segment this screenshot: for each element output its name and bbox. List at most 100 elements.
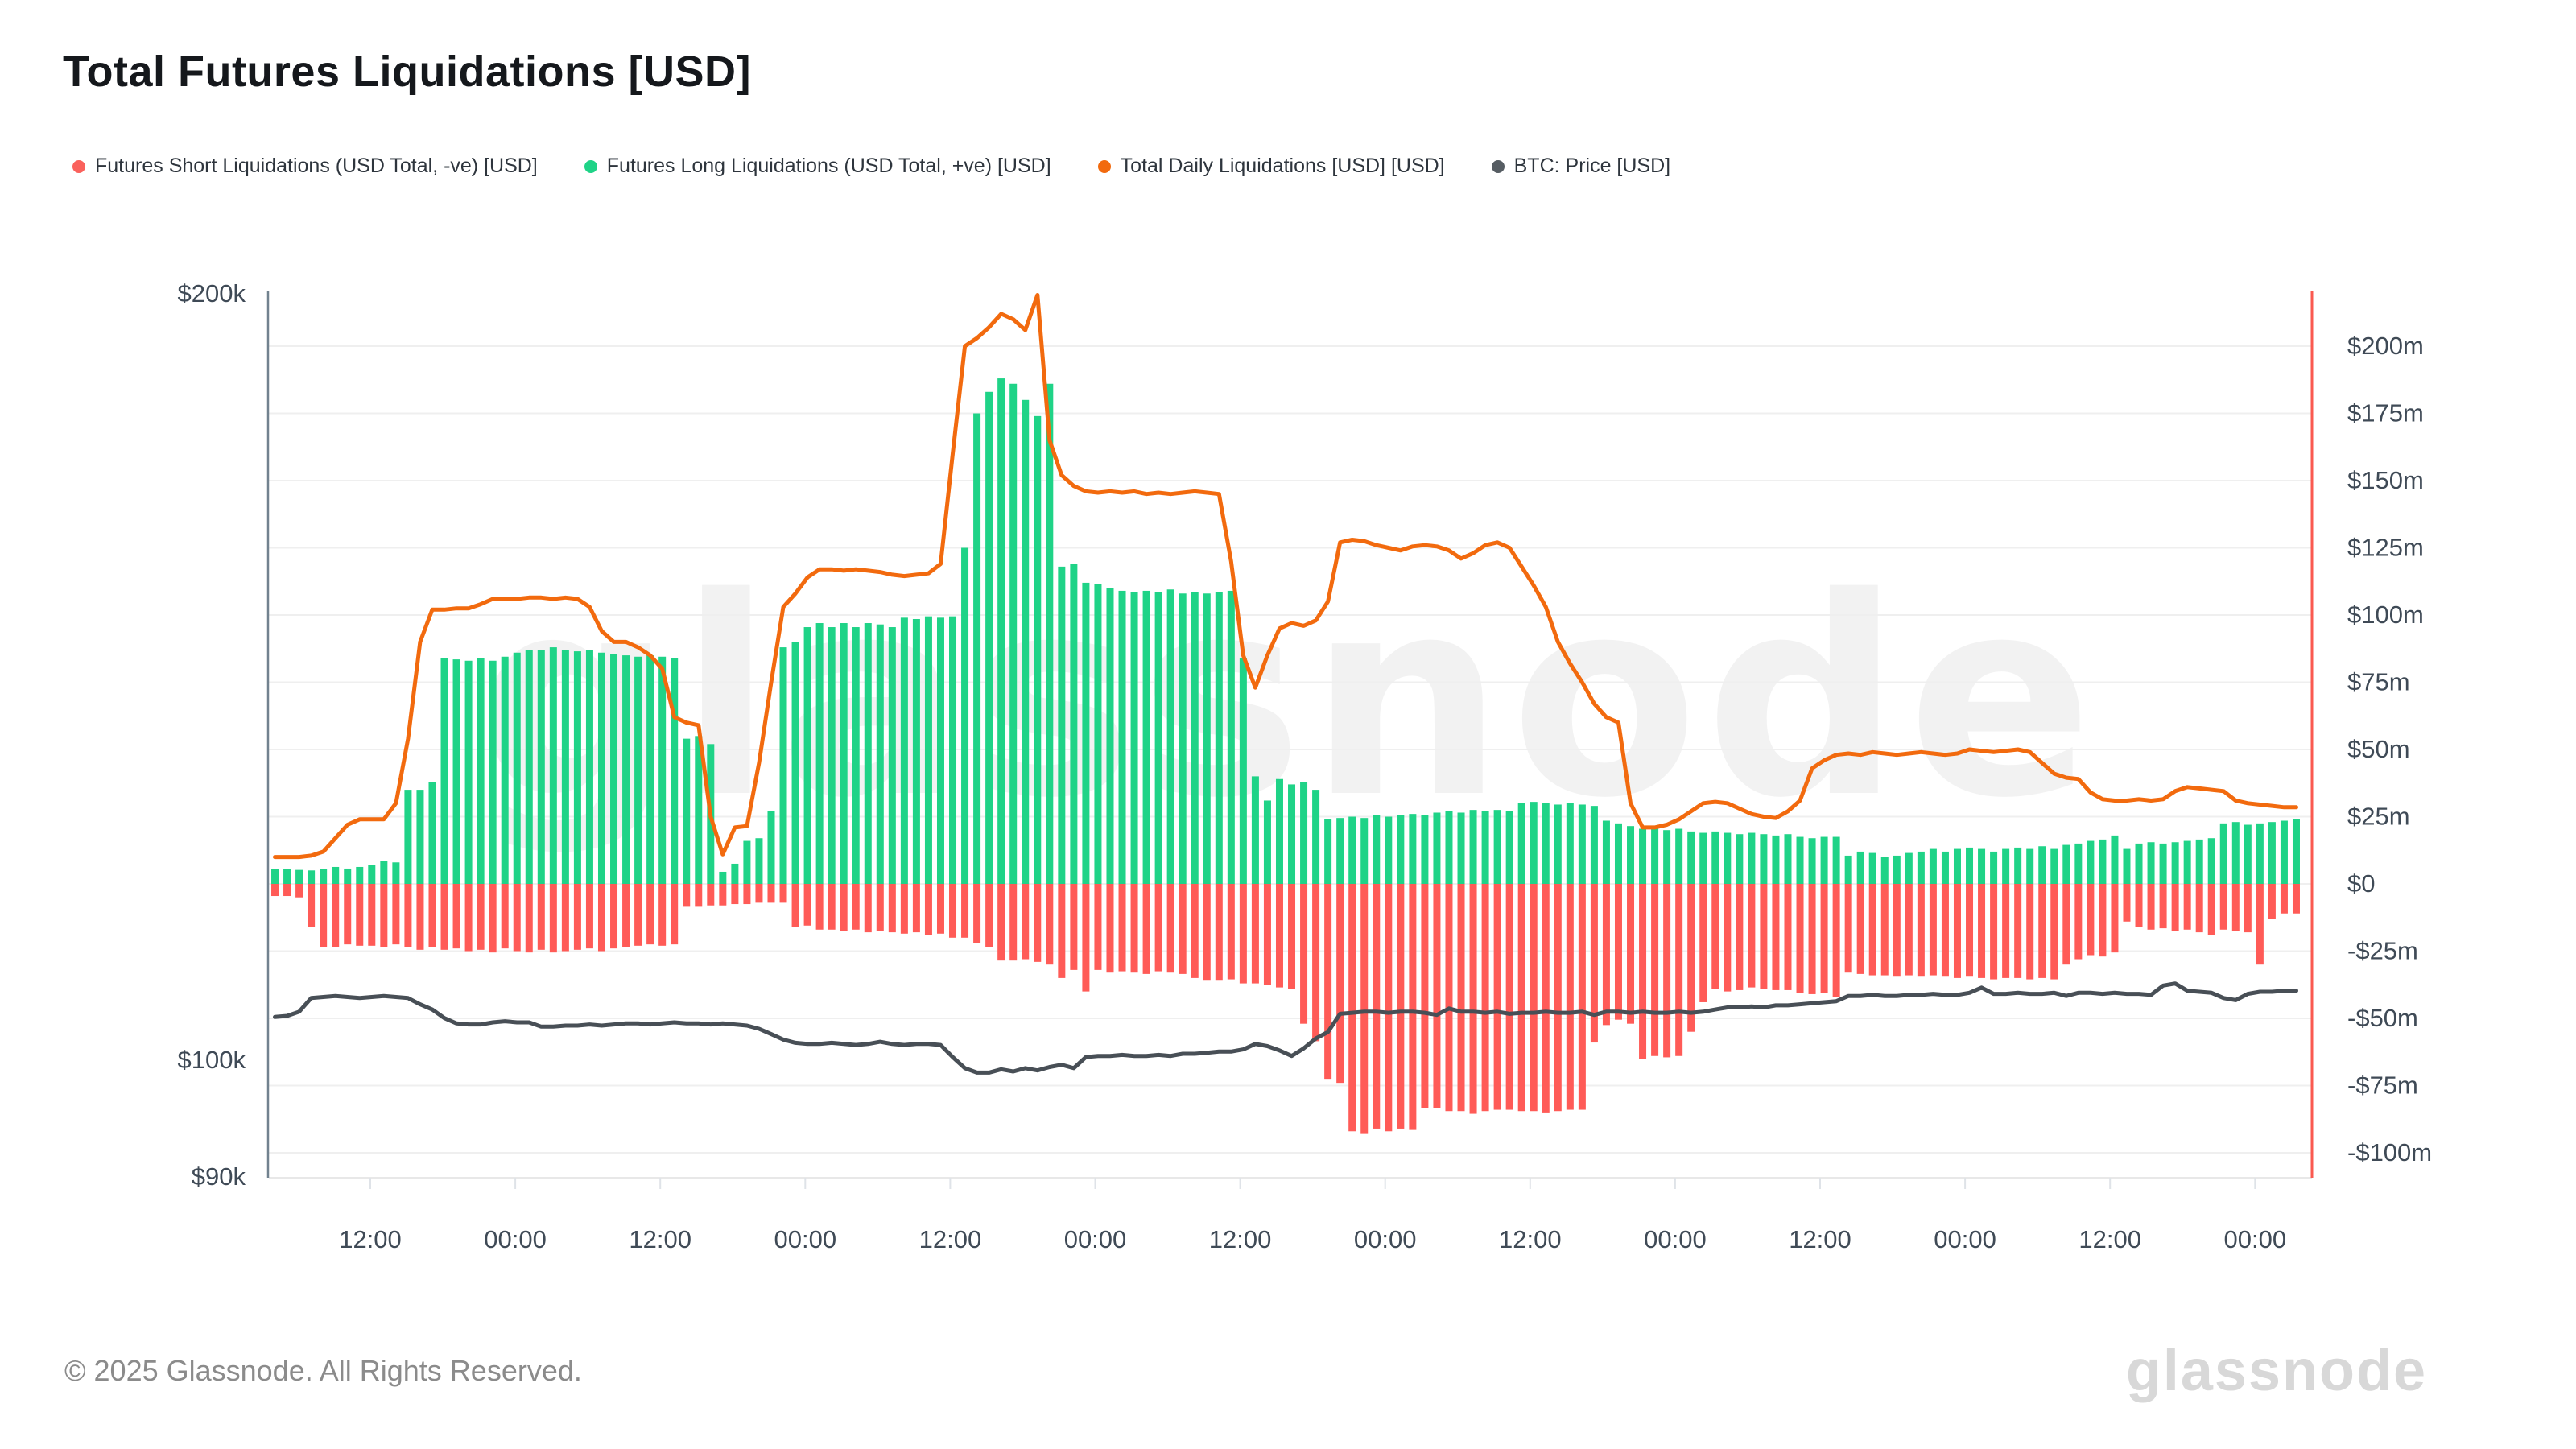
short-liquidation-bar [791,884,799,927]
short-liquidation-bar [1433,884,1441,1108]
long-liquidation-bar [356,866,364,884]
short-liquidation-bar [1421,884,1429,1108]
long-liquidation-bar [1578,804,1586,884]
long-liquidation-bar [1627,826,1635,884]
long-liquidation-bar [1469,810,1477,884]
long-liquidation-bar [477,658,485,884]
right-axis-tick-label: $0 [2347,869,2375,898]
short-liquidation-bar [1542,884,1550,1113]
long-liquidation-bar [924,616,932,884]
long-liquidation-bar [344,868,352,884]
legend-item-short-liquidations[interactable]: Futures Short Liquidations (USD Total, -… [72,155,538,178]
long-liquidation-bar [1457,812,1465,884]
short-liquidation-bar [2147,884,2155,930]
long-liquidation-bar [1966,847,1974,884]
long-liquidation-bar [658,656,667,884]
short-liquidation-bar [2062,884,2070,965]
short-liquidation-bar [1639,884,1647,1059]
short-liquidation-bar [1142,884,1150,974]
short-liquidation-bar [2014,884,2022,978]
short-liquidation-bar [1203,884,1211,981]
short-liquidation-bar [2026,884,2034,980]
watermark-glassnode: glassnode [477,539,2099,858]
long-liquidation-bar [1978,848,1986,884]
short-liquidation-bar [610,884,618,949]
short-liquidation-bar [1094,884,1102,970]
long-liquidation-bar [671,658,679,884]
short-liquidation-bar [852,884,860,930]
long-liquidation-bar [1481,811,1489,884]
long-liquidation-bar [2062,844,2070,884]
short-liquidation-bar [828,884,836,930]
long-liquidation-bar [912,619,920,884]
short-liquidation-bar [1929,884,1937,976]
long-liquidation-bar [973,413,981,884]
x-axis-tick-label: 12:00 [1789,1225,1852,1253]
long-liquidation-bar [803,627,811,884]
long-liquidation-bar [1808,838,1816,884]
long-liquidation-bar [731,863,739,884]
long-liquidation-bar [283,869,291,884]
long-liquidation-bar [622,655,630,884]
long-liquidation-bar [864,623,872,884]
short-liquidation-bar [1227,884,1235,980]
long-liquidation-bar [2135,843,2143,884]
legend-item-btc-price[interactable]: BTC: Price [USD] [1491,155,1670,178]
short-liquidation-bar [1711,884,1719,989]
short-liquidation-bar [888,884,896,933]
long-liquidation-bar [2256,823,2264,884]
long-liquidation-bar [537,650,545,884]
long-liquidation-bar [1263,800,1271,884]
long-liquidation-bar [791,642,799,884]
long-liquidation-bar [1856,851,1864,884]
long-liquidation-bar [1614,823,1622,884]
short-liquidation-bar [1760,884,1768,989]
short-liquidation-bar [755,884,763,903]
short-liquidation-bar [2002,884,2010,978]
short-liquidation-bar [1009,884,1018,961]
long-liquidation-bar [1106,588,1114,884]
long-liquidation-bar [1760,834,1768,884]
short-liquidation-bar [308,884,316,927]
long-liquidation-bar [2111,835,2119,884]
long-liquidation-bar [1094,584,1102,884]
long-liquidation-bar [1517,803,1525,884]
legend-item-total-daily-liquidations[interactable]: Total Daily Liquidations [USD] [USD] [1097,155,1445,178]
short-liquidation-bar [2074,884,2083,960]
long-liquidation-bar [1227,590,1235,884]
short-liquidation-bar [2171,884,2179,931]
long-liquidation-bar [1832,836,1840,884]
short-liquidation-bar [1554,884,1562,1112]
short-liquidation-bar [1409,884,1417,1130]
short-liquidation-bar [1348,884,1356,1132]
short-liquidation-bar [320,884,328,947]
long-liquidation-bar [573,651,581,884]
short-liquidation-bar [767,884,775,903]
long-liquidation-bar [2038,846,2046,884]
long-liquidation-bar [368,865,376,884]
short-liquidation-bar [695,884,703,907]
right-axis-tick-label: $100m [2347,601,2424,629]
short-liquidation-bar [597,884,605,952]
short-liquidation-bar [2280,884,2288,914]
short-liquidation-bar [1675,884,1683,1056]
short-liquidation-bar [936,884,944,934]
short-liquidation-bar [501,884,509,949]
long-liquidation-bar [2074,843,2083,884]
long-liquidation-bar [1251,776,1259,884]
long-liquidation-bar [1602,820,1610,884]
short-liquidation-bar [985,884,993,947]
x-axis-tick-label: 12:00 [2079,1225,2141,1253]
right-axis-tick-label: -$25m [2347,937,2418,965]
legend-item-long-liquidations[interactable]: Futures Long Liquidations (USD Total, +v… [584,155,1051,178]
left-axis-tick-label: $90k [192,1162,246,1191]
short-liquidation-bar [561,884,569,952]
short-liquidation-bar [1590,884,1598,1043]
glassnode-logo: glassnode [2125,1339,2427,1403]
right-axis-tick-label: $150m [2347,466,2424,494]
right-axis-tick-label: $125m [2347,534,2424,562]
long-liquidation-bar [2147,842,2155,884]
long-liquidation-bar [2231,822,2240,884]
